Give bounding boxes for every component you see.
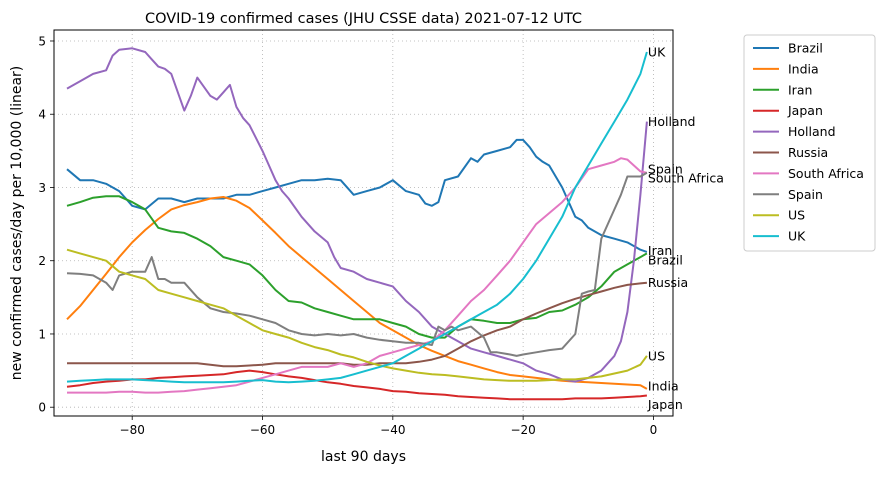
legend-label-uk: UK xyxy=(788,229,806,244)
end-label-japan: Japan xyxy=(647,397,683,412)
y-axis: 0 1 2 3 4 5 xyxy=(38,34,54,415)
series-line-russia xyxy=(67,281,648,368)
x-tick-label: 0 xyxy=(650,423,658,437)
legend-label-south-africa: South Africa xyxy=(788,166,864,181)
y-tick-label: 0 xyxy=(38,401,46,415)
grid xyxy=(54,30,673,416)
x-tick-label: −40 xyxy=(380,423,405,437)
end-label-russia: Russia xyxy=(648,275,688,290)
legend-label-japan: Japan xyxy=(787,103,823,118)
x-tick-label: −20 xyxy=(510,423,535,437)
y-tick-label: 3 xyxy=(38,181,46,195)
end-label-spain: Spain xyxy=(648,161,683,176)
series-line-holland xyxy=(66,47,648,383)
y-tick-label: 5 xyxy=(38,34,46,48)
end-label-brazil: Brazil xyxy=(648,252,683,267)
plot-frame xyxy=(53,29,674,417)
end-labels: Brazil India Iran Japan Holland Russia South A… xyxy=(647,44,724,412)
end-label-iran: Iran xyxy=(648,243,672,258)
legend-label-iran: Iran xyxy=(788,82,812,97)
legend-label-brazil: Brazil xyxy=(788,41,823,56)
y-tick-label: 1 xyxy=(38,327,46,341)
end-label-us: US xyxy=(648,348,665,363)
end-label-uk: UK xyxy=(648,44,666,59)
x-tick-label: −80 xyxy=(120,423,145,437)
series-line-japan xyxy=(66,369,648,401)
end-label-india: India xyxy=(648,378,679,393)
series-line-india xyxy=(66,196,648,390)
series-lines xyxy=(66,47,648,401)
series-line-spain xyxy=(66,171,648,357)
chart-title: COVID-19 confirmed cases (JHU CSSE data)… xyxy=(145,11,582,27)
legend-label-us: US xyxy=(788,208,805,223)
legend-label-india: India xyxy=(788,61,819,76)
series-line-brazil xyxy=(66,138,648,253)
y-tick-label: 2 xyxy=(38,254,46,268)
x-tick-label: −60 xyxy=(250,423,275,437)
end-label-holland: Holland xyxy=(648,114,696,129)
legend-label-russia: Russia xyxy=(788,145,828,160)
x-axis: −80 −60 −40 −20 0 xyxy=(120,416,658,437)
legend-label-spain: Spain xyxy=(788,187,823,202)
end-label-south-africa: South Africa xyxy=(648,170,724,185)
y-tick-label: 4 xyxy=(38,108,46,122)
legend-label-holland: Holland xyxy=(788,124,836,139)
series-line-us xyxy=(66,248,648,382)
x-axis-label: last 90 days xyxy=(321,449,406,465)
y-axis-label: new confirmed cases/day per 10,000 (line… xyxy=(9,66,25,381)
series-line-iran xyxy=(66,195,648,339)
series-line-uk xyxy=(66,51,648,384)
legend: Brazil India Iran Japan Holland Russia South A… xyxy=(743,34,876,252)
